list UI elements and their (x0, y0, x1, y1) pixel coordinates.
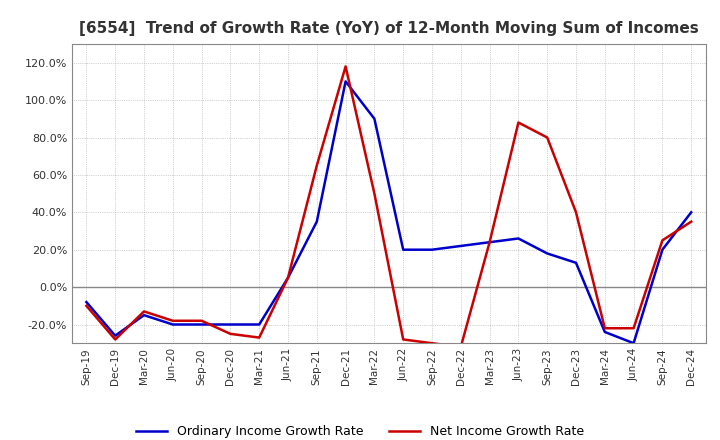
Net Income Growth Rate (312, 163, 321, 168)
Ordinary Income Growth Rate (140, 312, 148, 318)
Ordinary Income Growth Rate (341, 79, 350, 84)
Net Income Growth Rate (255, 335, 264, 340)
Net Income Growth Rate (658, 238, 667, 243)
Ordinary Income Growth Rate (111, 333, 120, 338)
Net Income Growth Rate (399, 337, 408, 342)
Net Income Growth Rate (687, 219, 696, 224)
Net Income Growth Rate (226, 331, 235, 337)
Net Income Growth Rate (82, 303, 91, 308)
Ordinary Income Growth Rate (485, 239, 494, 245)
Ordinary Income Growth Rate (370, 116, 379, 121)
Ordinary Income Growth Rate (600, 329, 609, 335)
Ordinary Income Growth Rate (284, 275, 292, 280)
Ordinary Income Growth Rate (456, 243, 465, 249)
Net Income Growth Rate (572, 210, 580, 215)
Net Income Growth Rate (485, 239, 494, 245)
Net Income Growth Rate (341, 64, 350, 69)
Net Income Growth Rate (456, 344, 465, 349)
Net Income Growth Rate (600, 326, 609, 331)
Ordinary Income Growth Rate (658, 247, 667, 253)
Ordinary Income Growth Rate (687, 210, 696, 215)
Ordinary Income Growth Rate (428, 247, 436, 253)
Net Income Growth Rate (428, 341, 436, 346)
Net Income Growth Rate (629, 326, 638, 331)
Line: Ordinary Income Growth Rate: Ordinary Income Growth Rate (86, 81, 691, 343)
Legend: Ordinary Income Growth Rate, Net Income Growth Rate: Ordinary Income Growth Rate, Net Income … (131, 420, 589, 440)
Ordinary Income Growth Rate (226, 322, 235, 327)
Ordinary Income Growth Rate (543, 251, 552, 256)
Net Income Growth Rate (370, 191, 379, 196)
Net Income Growth Rate (197, 318, 206, 323)
Net Income Growth Rate (111, 337, 120, 342)
Net Income Growth Rate (168, 318, 177, 323)
Ordinary Income Growth Rate (168, 322, 177, 327)
Net Income Growth Rate (140, 309, 148, 314)
Net Income Growth Rate (543, 135, 552, 140)
Ordinary Income Growth Rate (197, 322, 206, 327)
Ordinary Income Growth Rate (312, 219, 321, 224)
Ordinary Income Growth Rate (82, 299, 91, 304)
Ordinary Income Growth Rate (514, 236, 523, 241)
Ordinary Income Growth Rate (572, 260, 580, 265)
Ordinary Income Growth Rate (629, 341, 638, 346)
Net Income Growth Rate (284, 275, 292, 280)
Line: Net Income Growth Rate: Net Income Growth Rate (86, 66, 691, 347)
Title: [6554]  Trend of Growth Rate (YoY) of 12-Month Moving Sum of Incomes: [6554] Trend of Growth Rate (YoY) of 12-… (79, 21, 698, 36)
Net Income Growth Rate (514, 120, 523, 125)
Ordinary Income Growth Rate (255, 322, 264, 327)
Ordinary Income Growth Rate (399, 247, 408, 253)
